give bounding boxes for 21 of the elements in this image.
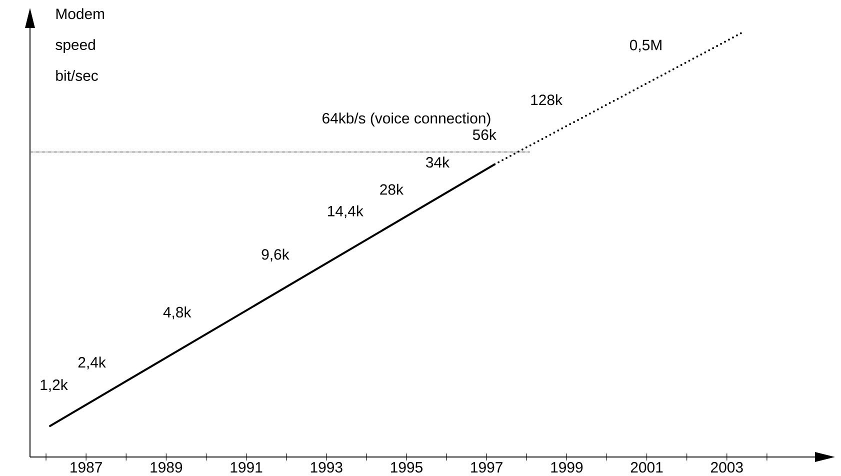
annotation: 34k — [426, 156, 450, 168]
x-tick-label: 2001 — [630, 462, 663, 473]
annotation: 4,8k — [163, 306, 192, 320]
x-tick-label: 1995 — [391, 462, 422, 473]
annotation: 0,5M — [630, 40, 662, 52]
x-tick-label: 1991 — [230, 462, 262, 473]
x-tick-label: 2003 — [711, 462, 743, 473]
annotation: 1,2k — [40, 379, 68, 392]
ref-line-label: 64kb/s (voice connection) — [322, 112, 490, 127]
x-tick-label: 1999 — [551, 462, 583, 473]
x-tick-label: 1987 — [70, 462, 102, 473]
annotation: 28k — [380, 184, 404, 195]
annotation: 128k — [531, 94, 562, 106]
annotation: 14,4k — [328, 205, 364, 218]
x-tick-label: 1997 — [471, 462, 502, 473]
x-tick-label: 1993 — [310, 462, 342, 473]
x-tick-label: 1989 — [150, 462, 182, 473]
text: Modem speed bit/sec — [56, 8, 104, 81]
annotation: 9,6k — [262, 248, 290, 262]
annotation: 2,4k — [78, 356, 106, 370]
annotation: 56k — [472, 129, 496, 140]
